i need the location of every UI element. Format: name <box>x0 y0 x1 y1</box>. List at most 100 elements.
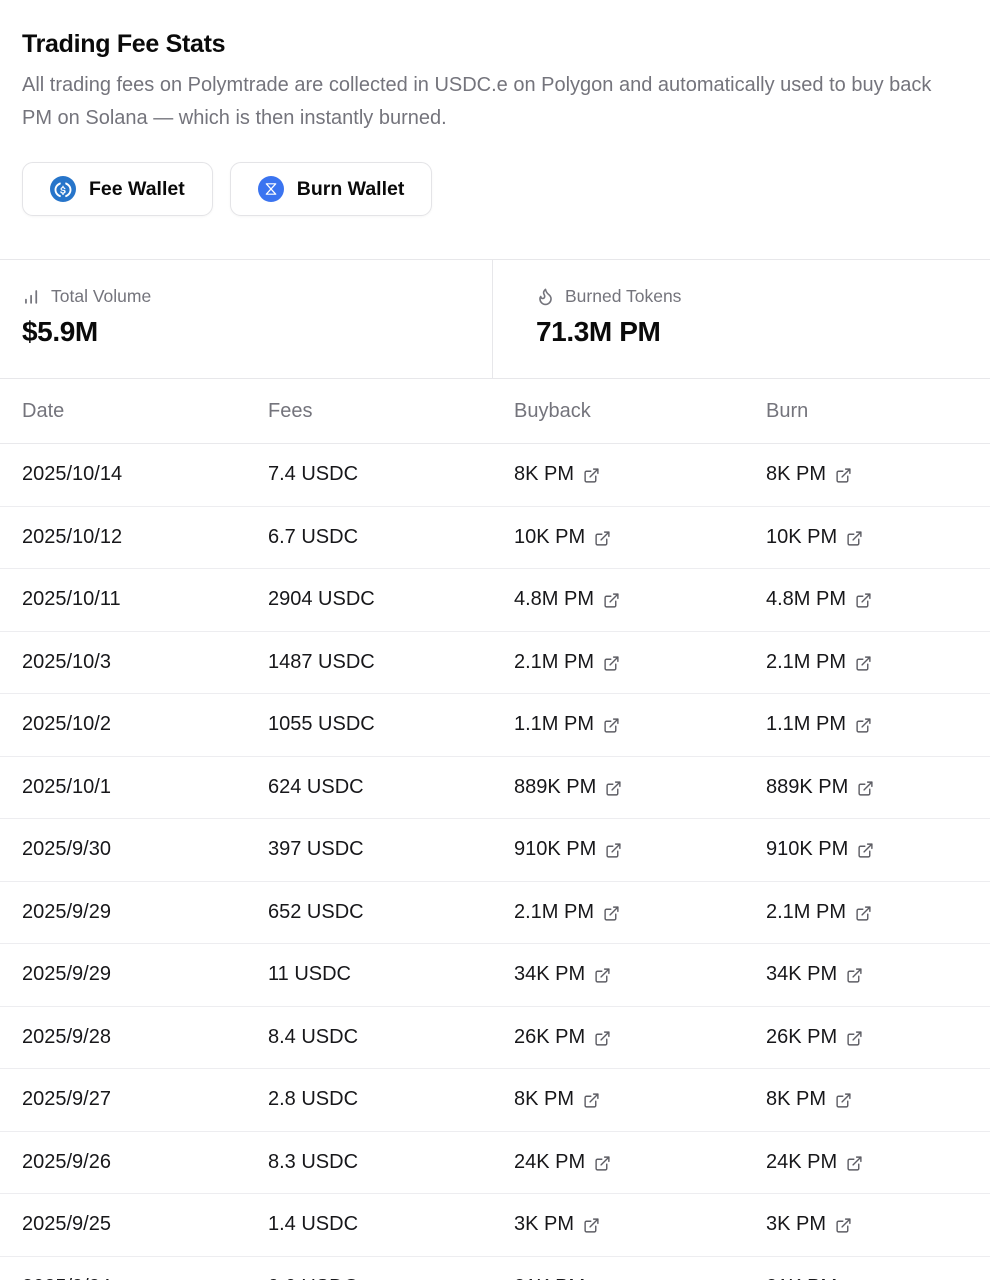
fees-cell: 8.4 USDC <box>268 1025 359 1048</box>
table-row: 2025/9/249.6 USDC21K PM21K PM <box>0 1257 990 1280</box>
buyback-link[interactable]: 34K PM <box>514 963 611 986</box>
external-link-icon <box>858 843 873 858</box>
burn-link[interactable]: 4.8M PM <box>766 588 872 611</box>
burn-amount: 21K PM <box>766 1276 837 1280</box>
burn-cell: 21K PM <box>766 1276 990 1280</box>
burn-link[interactable]: 21K PM <box>766 1276 863 1280</box>
buyback-amount: 3K PM <box>514 1213 575 1236</box>
burn-amount: 2.1M PM <box>766 900 847 923</box>
external-link-icon <box>847 531 862 546</box>
column-header-fees: Fees <box>268 399 313 422</box>
buyback-amount: 24K PM <box>514 1150 586 1173</box>
table-row: 2025/10/3 1487 USDC 2.1M PM 2.1M PM <box>0 632 990 694</box>
burn-wallet-button[interactable]: Burn Wallet <box>229 162 433 216</box>
buyback-cell: 3K PM <box>514 1213 766 1236</box>
fees-cell: 11 USDC <box>268 963 351 986</box>
stat-burned-tokens: Burned Tokens 71.3M PM <box>492 260 990 378</box>
external-link-icon <box>856 656 871 671</box>
page-header: Trading Fee Stats All trading fees on Po… <box>0 0 990 216</box>
burn-link[interactable]: 2.1M PM <box>766 901 872 924</box>
buyback-amount: 21K PM <box>514 1276 585 1280</box>
table-header-row: Date Fees Buyback Burn <box>0 379 990 444</box>
burn-link[interactable]: 910K PM <box>766 838 874 861</box>
bar-chart-icon <box>25 290 38 304</box>
burn-amount: 4.8M PM <box>766 588 847 611</box>
date-cell: 2025/9/24 <box>22 1276 268 1280</box>
date-cell: 2025/10/1 <box>22 775 111 798</box>
date-cell: 2025/10/14 <box>22 463 123 486</box>
external-link-icon <box>847 1156 862 1171</box>
buyback-link[interactable]: 1.1M PM <box>514 713 620 736</box>
buyback-link[interactable]: 8K PM <box>514 463 600 486</box>
buyback-cell: 10K PM <box>514 526 766 549</box>
buyback-link[interactable]: 10K PM <box>514 526 611 549</box>
burn-cell: 24K PM <box>766 1151 990 1174</box>
buyback-amount: 2.1M PM <box>514 650 595 673</box>
buyback-cell: 21K PM <box>514 1276 766 1280</box>
fees-cell: 652 USDC <box>268 900 364 923</box>
date-cell: 2025/9/28 <box>22 1025 111 1048</box>
stats-row: Total Volume $5.9M Burned Tokens 71.3M P… <box>0 259 990 379</box>
buyback-link[interactable]: 889K PM <box>514 776 622 799</box>
buyback-link[interactable]: 26K PM <box>514 1026 611 1049</box>
burn-link[interactable]: 2.1M PM <box>766 651 872 674</box>
fees-cell: 1.4 USDC <box>268 1213 359 1236</box>
buyback-link[interactable]: 3K PM <box>514 1213 600 1236</box>
buyback-link[interactable]: 910K PM <box>514 838 622 861</box>
table-row: 2025/9/29 11 USDC 34K PM 34K PM <box>0 944 990 1007</box>
table-row: 2025/9/28 8.4 USDC 26K PM 26K PM <box>0 1007 990 1069</box>
buyback-link[interactable]: 8K PM <box>514 1088 600 1111</box>
buyback-link[interactable]: 4.8M PM <box>514 588 620 611</box>
date-cell: 2025/9/27 <box>22 1088 111 1111</box>
burn-amount: 8K PM <box>766 463 827 486</box>
external-link-icon <box>836 1218 851 1233</box>
buyback-cell: 4.8M PM <box>514 588 766 611</box>
burn-link[interactable]: 34K PM <box>766 963 863 986</box>
date-cell: 2025/9/29 <box>22 963 111 986</box>
stat-label: Burned Tokens <box>565 286 682 306</box>
column-header-date: Date <box>22 399 65 422</box>
burn-link[interactable]: 1.1M PM <box>766 713 872 736</box>
table-body: 2025/10/14 7.4 USDC 8K PM 8K PM 2025/10/12 6.… <box>0 444 990 1280</box>
buyback-link[interactable]: 24K PM <box>514 1151 611 1174</box>
table-row: 2025/10/12 6.7 USDC 10K PM 10K PM <box>0 507 990 569</box>
usdc-coin-icon <box>50 176 76 202</box>
buyback-cell: 889K PM <box>514 776 766 799</box>
buyback-amount: 10K PM <box>514 525 586 548</box>
date-cell: 2025/9/30 <box>22 838 111 861</box>
external-link-icon <box>604 906 619 921</box>
burn-amount: 26K PM <box>766 1025 838 1048</box>
burn-link[interactable]: 24K PM <box>766 1151 863 1174</box>
burn-cell: 910K PM <box>766 838 990 861</box>
fees-cell: 9.6 USDC <box>268 1276 514 1280</box>
buyback-cell: 8K PM <box>514 463 766 486</box>
burn-amount: 24K PM <box>766 1150 838 1173</box>
burn-link[interactable]: 3K PM <box>766 1213 852 1236</box>
burn-cell: 26K PM <box>766 1026 990 1049</box>
buyback-cell: 2.1M PM <box>514 651 766 674</box>
burn-link[interactable]: 8K PM <box>766 463 852 486</box>
burn-link[interactable]: 8K PM <box>766 1088 852 1111</box>
fees-cell: 2.8 USDC <box>268 1088 359 1111</box>
external-link-icon <box>836 1093 851 1108</box>
burn-link[interactable]: 26K PM <box>766 1026 863 1049</box>
date-cell: 2025/9/25 <box>22 1213 111 1236</box>
fees-cell: 2904 USDC <box>268 588 375 611</box>
buyback-link[interactable]: 2.1M PM <box>514 651 620 674</box>
buyback-amount: 910K PM <box>514 838 597 861</box>
buyback-amount: 26K PM <box>514 1025 586 1048</box>
fee-wallet-button[interactable]: Fee Wallet <box>22 162 213 216</box>
table-row: 2025/9/26 8.3 USDC 24K PM 24K PM <box>0 1132 990 1194</box>
stat-value-burned-tokens: 71.3M PM <box>536 316 661 347</box>
buyback-link[interactable]: 2.1M PM <box>514 901 620 924</box>
external-link-icon <box>606 781 621 796</box>
fees-cell: 1055 USDC <box>268 713 375 736</box>
buyback-link[interactable]: 21K PM <box>514 1276 611 1280</box>
burn-link[interactable]: 889K PM <box>766 776 874 799</box>
page-description: All trading fees on Polymtrade are colle… <box>22 74 932 129</box>
burn-amount: 910K PM <box>766 838 849 861</box>
burn-link[interactable]: 10K PM <box>766 526 863 549</box>
date-cell: 2025/10/12 <box>22 525 123 548</box>
stat-total-volume: Total Volume $5.9M <box>0 260 492 378</box>
external-link-icon <box>584 468 599 483</box>
